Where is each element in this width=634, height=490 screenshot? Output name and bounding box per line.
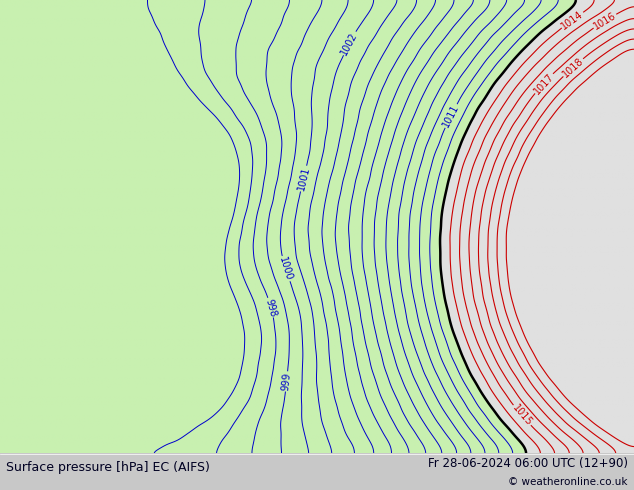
Text: 1018: 1018 [560,56,586,79]
Text: 1016: 1016 [592,10,618,32]
Text: 1015: 1015 [510,403,534,428]
Text: 999: 999 [281,372,292,391]
Text: Fr 28-06-2024 06:00 UTC (12+90): Fr 28-06-2024 06:00 UTC (12+90) [428,457,628,470]
Text: © weatheronline.co.uk: © weatheronline.co.uk [508,477,628,487]
Text: 1014: 1014 [560,9,585,31]
Text: Surface pressure [hPa] EC (AIFS): Surface pressure [hPa] EC (AIFS) [6,462,210,474]
Text: 1001: 1001 [296,166,311,192]
Text: 998: 998 [263,297,278,318]
Text: 1000: 1000 [278,255,294,282]
Text: 1017: 1017 [532,71,556,96]
Text: 1002: 1002 [339,30,359,56]
Text: 1011: 1011 [441,103,461,129]
